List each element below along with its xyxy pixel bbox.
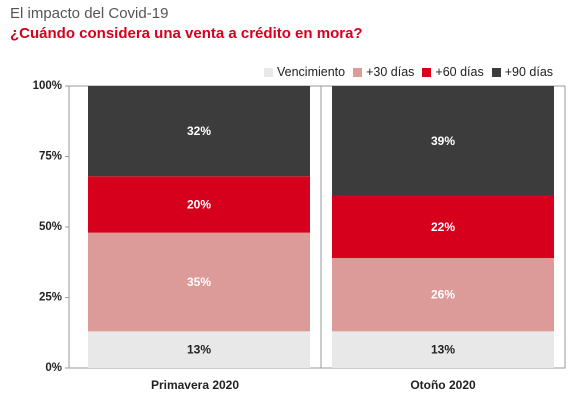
bar-segment [88, 176, 310, 233]
y-tick-label: 25% [39, 292, 62, 304]
legend-item-90-dias: +90 días [491, 65, 554, 79]
legend-item-vencimiento: Vencimiento [264, 65, 345, 79]
data-label: 20% [187, 197, 211, 211]
data-label: 39% [431, 134, 455, 148]
data-label: 35% [187, 275, 211, 289]
data-label: 32% [187, 124, 211, 138]
legend-label: +30 días [366, 65, 415, 79]
y-tick-label: 50% [39, 221, 62, 233]
legend-label: Vencimiento [277, 65, 346, 79]
x-tick-label: Primavera 2020 [151, 378, 239, 392]
legend-swatch [264, 67, 273, 77]
chart-legend: Vencimiento +30 días +60 días +90 días [264, 64, 553, 80]
bar-segment [332, 331, 554, 368]
data-label: 13% [431, 343, 455, 357]
y-tick-label: 100% [33, 80, 62, 92]
legend-swatch [491, 67, 501, 77]
legend-item-60-dias: +60 días [422, 65, 484, 79]
y-tick-label: 0% [45, 362, 62, 374]
data-label: 13% [187, 343, 211, 357]
data-label: 26% [431, 288, 455, 302]
legend-item-30-dias: +30 días [353, 65, 414, 79]
data-label: 22% [431, 220, 455, 234]
y-tick-label: 75% [39, 151, 62, 163]
chart-subtitle: ¿Cuándo considera una venta a crédito en… [10, 25, 363, 42]
bar-segment [332, 258, 554, 332]
x-tick-label: Otoño 2020 [410, 378, 476, 392]
bar-segment [88, 232, 310, 332]
bar-segment [332, 86, 554, 196]
legend-label: +90 días [504, 65, 554, 79]
chart-title: El impacto del Covid-19 [10, 5, 169, 22]
bar-segment [88, 86, 310, 177]
legend-swatch [422, 67, 432, 77]
legend-label: +60 días [435, 65, 484, 79]
legend-swatch [353, 67, 363, 77]
bar-segment [332, 195, 554, 259]
bar-segment [88, 331, 310, 368]
